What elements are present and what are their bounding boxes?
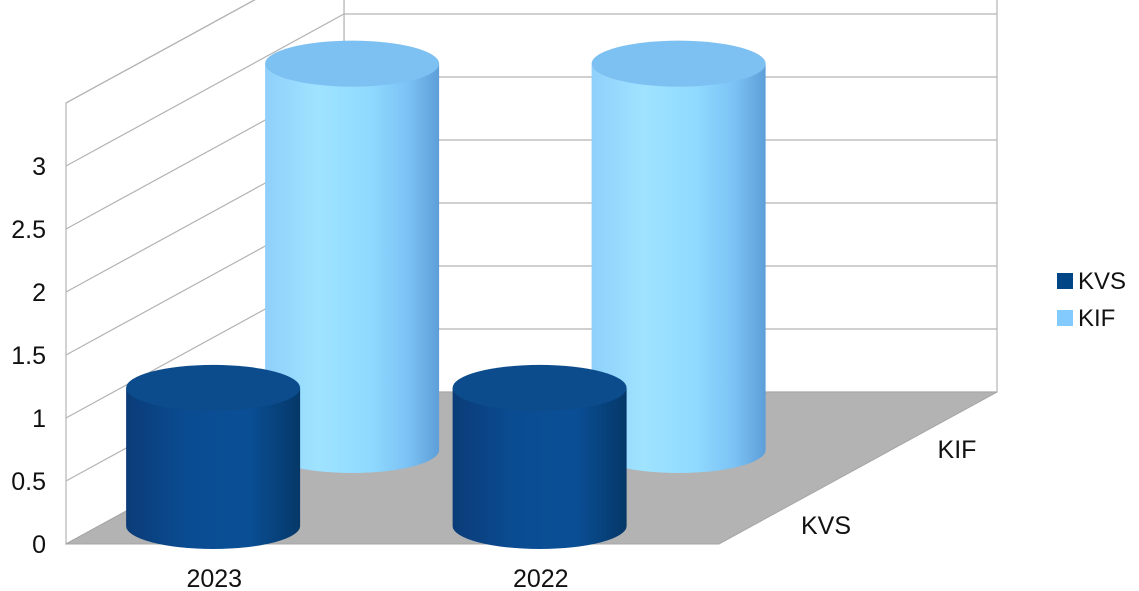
legend-label: KIF <box>1078 305 1115 332</box>
legend-swatch <box>1057 310 1073 326</box>
chart-labels: 0 0.5 1 1.5 2 2.5 3 2023 2022 KVS KIF <box>11 153 976 591</box>
cylinder-top <box>591 40 766 87</box>
cylinder-top <box>126 364 301 411</box>
depth-label: KIF <box>938 436 977 464</box>
y-tick-label: 2.5 <box>11 216 46 244</box>
bar-kif-2023 <box>265 40 440 474</box>
bar-kif-2022 <box>591 40 766 474</box>
y-tick-label: 0 <box>32 531 46 559</box>
bar-kvs-2023 <box>126 364 301 549</box>
gridline <box>65 0 256 104</box>
y-tick-label: 1 <box>32 405 46 433</box>
legend-label: KVS <box>1078 268 1126 295</box>
gridline <box>65 13 997 167</box>
chart-bars <box>126 40 766 549</box>
cylinder-body <box>265 63 440 474</box>
cylinder-body <box>126 387 301 549</box>
y-tick-label: 2 <box>32 279 46 307</box>
cylinder-top <box>452 364 627 411</box>
cylinder-body <box>452 387 627 549</box>
y-tick-label: 0.5 <box>11 468 46 496</box>
legend-swatch <box>1057 273 1073 289</box>
y-tick-label: 1.5 <box>11 342 46 370</box>
legend: KVS KIF <box>1057 268 1126 332</box>
depth-label: KVS <box>801 512 851 540</box>
cylinder-top <box>265 40 440 87</box>
x-tick-label: 2022 <box>513 565 569 591</box>
cylinder-body <box>591 63 766 474</box>
bar-kvs-2022 <box>452 364 627 549</box>
y-tick-label: 3 <box>32 153 46 181</box>
x-tick-label: 2023 <box>186 565 242 591</box>
